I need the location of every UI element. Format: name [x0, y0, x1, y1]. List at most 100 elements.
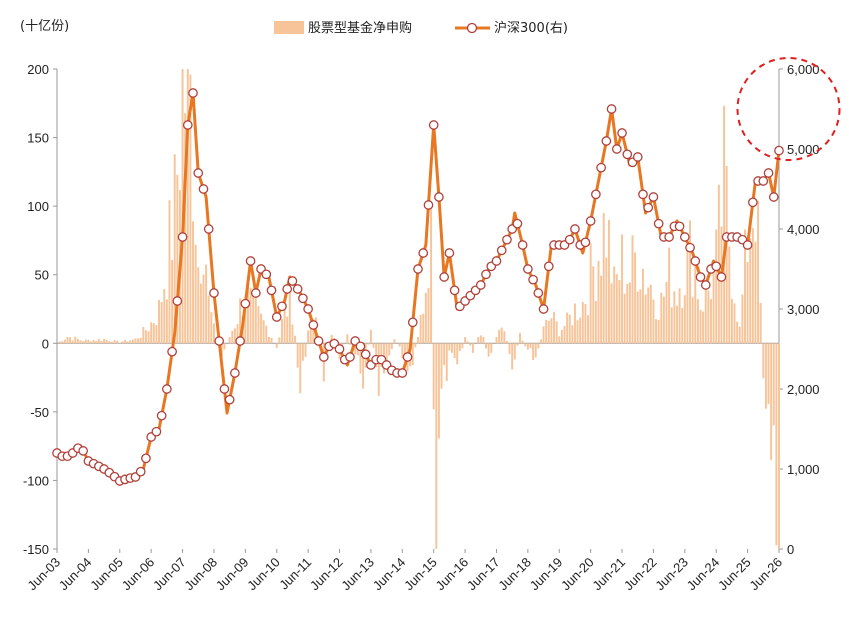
line-point: [523, 264, 533, 274]
x-axis-tick-label: Jun-07: [150, 555, 189, 594]
bar: [652, 299, 655, 344]
bar: [628, 282, 631, 344]
line-point: [517, 240, 528, 250]
bar: [519, 333, 521, 344]
line-point: [334, 344, 345, 354]
legend-line-marker: [466, 22, 478, 34]
line-point: [638, 189, 648, 200]
bar: [730, 298, 733, 344]
bar: [655, 319, 658, 344]
bar: [555, 321, 558, 344]
bar: [498, 329, 501, 344]
line-point: [543, 261, 554, 272]
line-point: [601, 136, 612, 146]
line-point: [439, 272, 450, 282]
line-point: [318, 352, 329, 362]
bar: [411, 343, 414, 366]
bar: [751, 228, 754, 344]
bar: [710, 299, 712, 344]
bar: [623, 293, 626, 344]
bar: [712, 262, 715, 344]
bar: [134, 338, 137, 344]
bar: [696, 299, 699, 344]
bar: [168, 200, 171, 344]
bar: [192, 221, 194, 344]
right-axis-tick-label: 1,000: [787, 462, 820, 477]
bar: [330, 334, 333, 344]
bar: [278, 337, 281, 344]
bar: [547, 320, 550, 344]
x-axis-tick-label: Jun-08: [181, 555, 220, 594]
bar: [477, 337, 480, 344]
bar: [165, 299, 168, 344]
bar: [626, 283, 629, 344]
bar: [479, 335, 482, 344]
bar: [545, 320, 548, 344]
line-point: [193, 168, 204, 178]
x-axis-tick-label: Jun-11: [276, 555, 314, 593]
bar: [58, 341, 61, 344]
right-axis-tick-label: 2,000: [787, 382, 820, 397]
line-point: [172, 296, 183, 306]
line-point: [481, 269, 491, 280]
x-axis-tick-label: Jun-21: [589, 555, 628, 594]
bar: [451, 343, 453, 353]
line-point: [606, 104, 617, 114]
bar: [393, 339, 396, 344]
bar: [469, 343, 472, 346]
bar: [76, 338, 79, 344]
line-point: [564, 234, 575, 245]
bar: [458, 343, 461, 351]
line-point: [758, 176, 769, 186]
bar: [349, 343, 351, 345]
bar: [539, 339, 542, 344]
bar: [362, 343, 365, 389]
line-point: [224, 394, 235, 405]
bar: [139, 337, 142, 344]
bar: [571, 325, 574, 344]
line-point: [512, 218, 523, 229]
bar: [118, 342, 121, 344]
bar: [280, 319, 283, 344]
bar: [367, 343, 370, 345]
line-point: [742, 240, 753, 250]
bar: [592, 266, 595, 344]
bar: [775, 343, 778, 546]
bar: [372, 343, 375, 348]
x-axis-tick-label: Jun-22: [621, 555, 660, 594]
right-axis-tick-label: 0: [787, 542, 794, 557]
bar: [74, 336, 77, 344]
line-point: [235, 336, 245, 346]
bar: [613, 266, 616, 344]
bar: [600, 275, 603, 344]
bar: [398, 343, 401, 347]
line-point: [271, 312, 282, 322]
csi300-line: [56, 91, 781, 483]
bar: [236, 324, 239, 344]
line-point: [162, 384, 172, 394]
line-point: [716, 272, 727, 282]
bar: [194, 244, 197, 344]
bar: [296, 343, 299, 368]
bar: [212, 323, 215, 344]
bar: [759, 303, 762, 344]
bar: [202, 274, 205, 344]
bar: [403, 343, 406, 356]
bar: [641, 268, 644, 344]
bar: [63, 339, 66, 344]
bar: [558, 336, 561, 344]
bar: [746, 262, 749, 344]
bar: [113, 340, 116, 344]
bar: [260, 313, 263, 344]
bar: [265, 325, 268, 344]
line-point: [679, 232, 690, 242]
bar: [534, 343, 537, 358]
x-axis-tick-label: Jun-13: [338, 555, 377, 594]
bar: [312, 318, 315, 344]
bar: [158, 300, 160, 344]
bar: [683, 295, 686, 344]
bar: [597, 260, 600, 344]
x-axis-tick-label: Jun-04: [56, 555, 95, 594]
line-point: [141, 453, 151, 464]
